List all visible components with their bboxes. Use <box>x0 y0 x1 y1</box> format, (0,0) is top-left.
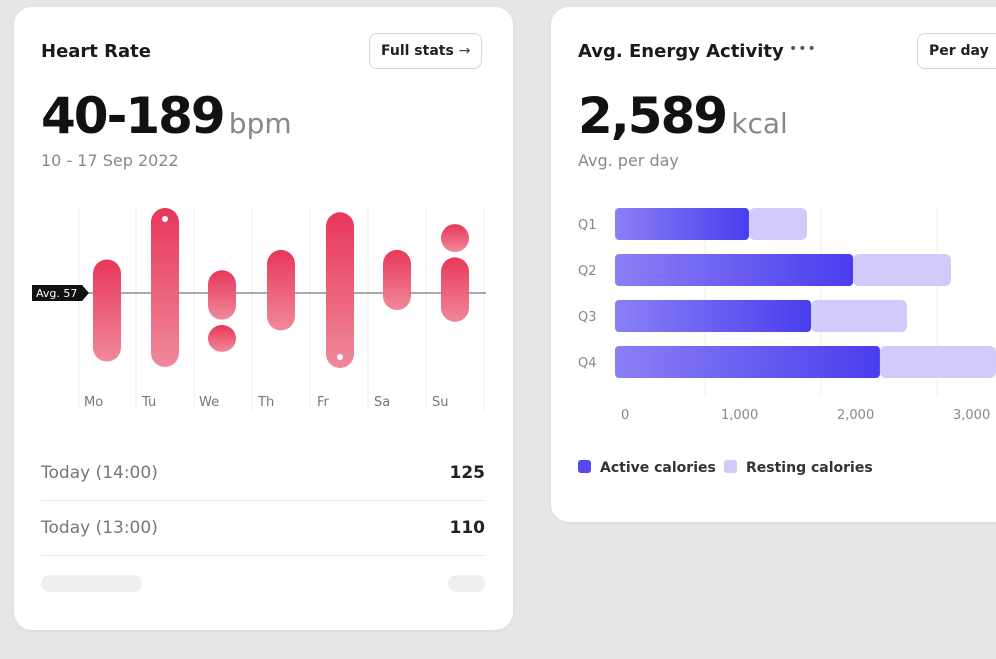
date-range: 10 - 17 Sep 2022 <box>41 151 179 170</box>
button-label: Full stats <box>381 43 454 59</box>
reading-label: Today (13:00) <box>41 518 158 538</box>
card-title: Heart Rate <box>41 41 151 62</box>
big-value: 2,589 <box>578 87 728 145</box>
big-value: 40-189 <box>41 87 226 145</box>
energy-value: 2,589 kcal <box>578 87 788 145</box>
heart-card: Heart Rate Full stats → 40-189 bpm 10 - … <box>14 7 513 630</box>
reading-value: 110 <box>449 518 486 538</box>
more-icon[interactable]: ••• <box>789 41 817 57</box>
energy-card: Avg. Energy Activity ••• Per day ⌄ 2,589… <box>551 7 996 522</box>
skeleton <box>41 575 142 592</box>
full-stats-button[interactable]: Full stats → <box>369 33 483 69</box>
button-label: Per day <box>929 43 989 59</box>
divider <box>41 555 485 556</box>
reading-label: Today (14:00) <box>41 463 158 483</box>
unit: bpm <box>228 107 292 140</box>
divider <box>41 500 485 501</box>
skeleton <box>448 575 485 592</box>
card-title: Avg. Energy Activity <box>578 41 784 62</box>
heart-value: 40-189 bpm <box>41 87 292 145</box>
unit: kcal <box>731 107 788 140</box>
per-day-button[interactable]: Per day ⌄ <box>917 33 996 69</box>
reading-value: 125 <box>449 463 486 483</box>
subtitle: Avg. per day <box>578 151 679 170</box>
